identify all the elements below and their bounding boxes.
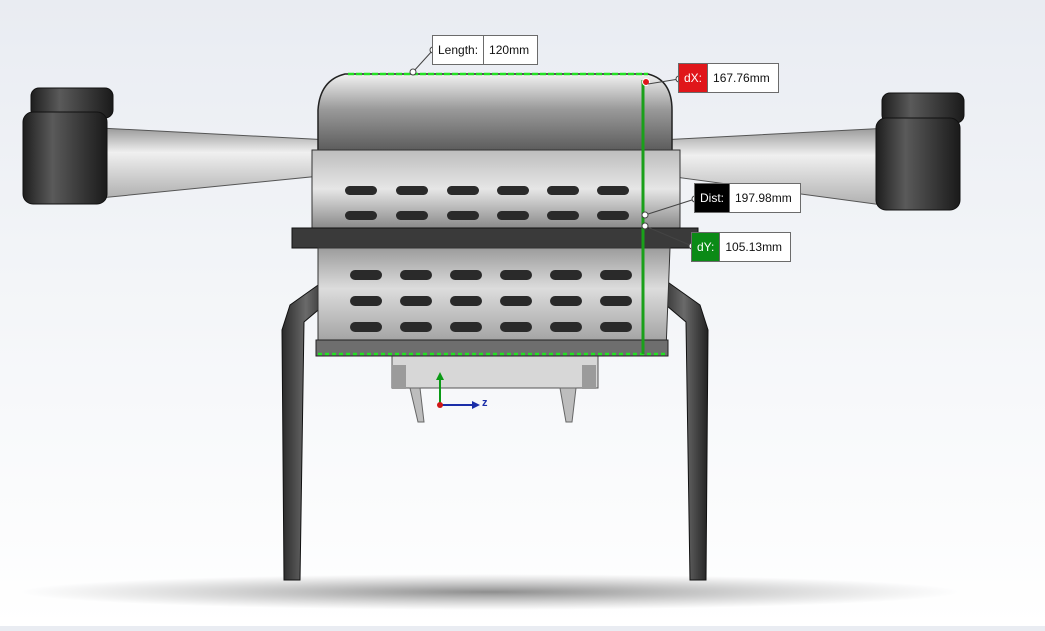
triad-z-label: z (482, 397, 488, 409)
dx-callout-value: 167.76mm (708, 64, 778, 92)
vent-slots-upper (345, 186, 629, 220)
dist-callout[interactable]: Dist: 197.98mm (694, 183, 801, 213)
dy-callout[interactable]: dY: 105.13mm (691, 232, 792, 262)
dx-callout-label: dX: (679, 64, 709, 92)
length-callout-value: 120mm (484, 36, 538, 64)
arm-left[interactable] (99, 127, 331, 199)
dy-callout-value: 105.13mm (720, 233, 791, 261)
length-callout[interactable]: Length: 120mm (432, 35, 539, 65)
motor-left[interactable] (22, 87, 114, 205)
ground-shadow (20, 574, 960, 610)
length-callout-label: Length: (433, 36, 485, 64)
vent-slots-lower (350, 270, 632, 332)
dy-callout-label: dY: (692, 233, 721, 261)
dist-callout-value: 197.98mm (730, 184, 800, 212)
measure-point-top[interactable] (642, 78, 650, 86)
dx-callout[interactable]: dX: 167.76mm (678, 63, 779, 93)
motor-right[interactable] (875, 92, 965, 211)
payload-mount[interactable] (391, 349, 599, 423)
coordinate-triad (436, 372, 480, 409)
dist-callout-label: Dist: (695, 184, 730, 212)
